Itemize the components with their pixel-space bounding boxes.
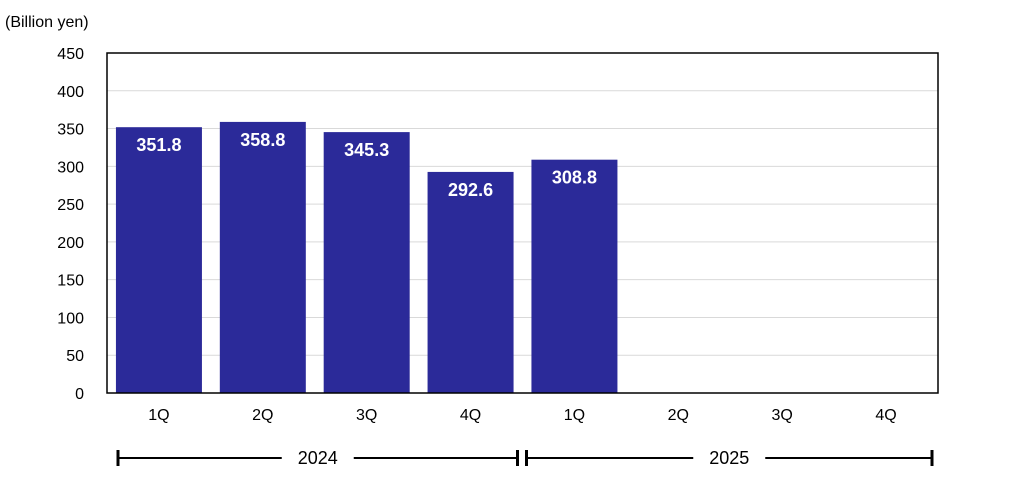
x-tick-label: 2Q bbox=[252, 407, 273, 424]
data-labels: 351.8 358.8 345.3 292.6 308.8 bbox=[136, 130, 597, 200]
bar-value-label: 358.8 bbox=[240, 130, 285, 150]
y-tick-label: 250 bbox=[57, 197, 84, 214]
year-group-brackets: 2024 2025 bbox=[116, 448, 934, 468]
y-tick-label: 200 bbox=[57, 235, 84, 252]
y-tick-label: 100 bbox=[57, 310, 84, 327]
x-tick-label: 4Q bbox=[875, 407, 896, 424]
x-tick-label: 2Q bbox=[668, 407, 689, 424]
plot-area-frame bbox=[106, 52, 939, 394]
y-tick-label: 150 bbox=[57, 273, 84, 290]
y-tick-label: 50 bbox=[66, 348, 84, 365]
x-tick-label: 3Q bbox=[356, 407, 377, 424]
bar-value-label: 308.8 bbox=[552, 168, 597, 188]
y-tick-label: 300 bbox=[57, 159, 84, 176]
y-axis-ticks: 0 50 100 150 200 250 300 350 400 450 bbox=[57, 46, 84, 403]
bar bbox=[427, 171, 514, 393]
year-group-label: 2025 bbox=[709, 448, 749, 468]
bar-value-label: 292.6 bbox=[448, 180, 493, 200]
bar bbox=[323, 132, 410, 393]
y-tick-label: 350 bbox=[57, 122, 84, 139]
year-group-label: 2024 bbox=[298, 448, 338, 468]
x-tick-label: 3Q bbox=[772, 407, 793, 424]
x-tick-label: 1Q bbox=[148, 407, 169, 424]
bar bbox=[219, 121, 306, 393]
y-tick-label: 450 bbox=[57, 46, 84, 63]
x-axis-ticks: 1Q 2Q 3Q 4Q 1Q 2Q 3Q 4Q bbox=[148, 407, 896, 424]
bar-value-label: 351.8 bbox=[136, 135, 181, 155]
y-tick-label: 400 bbox=[57, 84, 84, 101]
x-tick-label: 1Q bbox=[564, 407, 585, 424]
bar-series bbox=[115, 121, 618, 393]
y-tick-label: 0 bbox=[75, 386, 84, 403]
bar-value-label: 345.3 bbox=[344, 140, 389, 160]
bar bbox=[531, 159, 618, 393]
x-tick-label: 4Q bbox=[460, 407, 481, 424]
bar bbox=[115, 127, 202, 393]
y-axis-unit-label: (Billion yen) bbox=[5, 14, 89, 31]
